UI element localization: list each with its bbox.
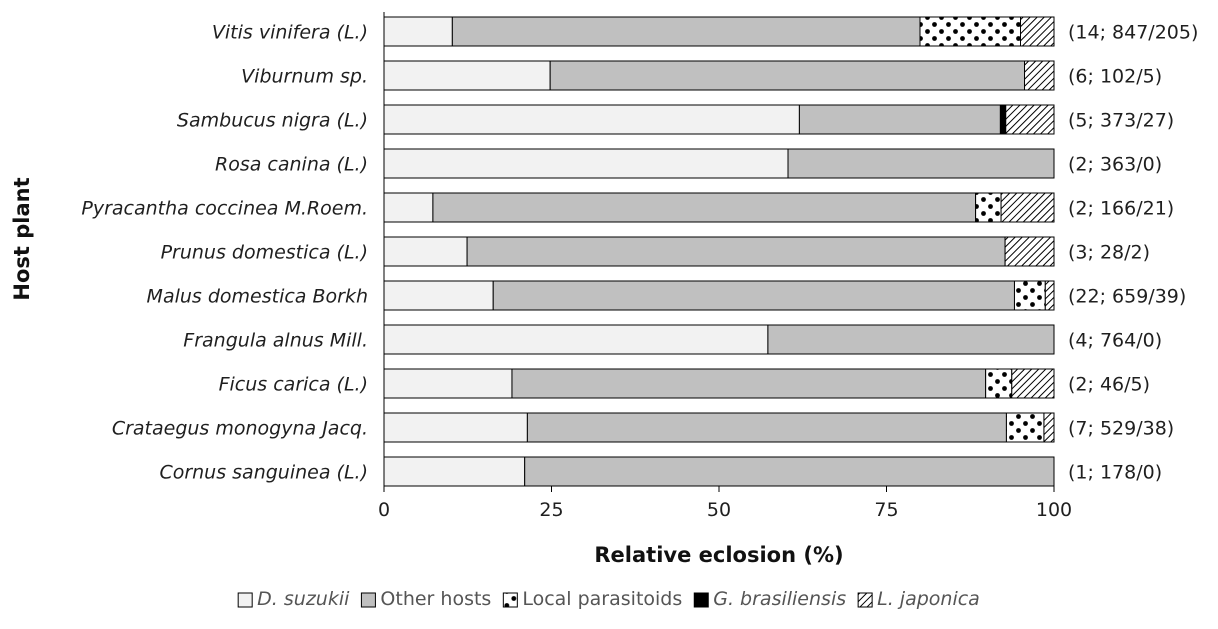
bar-annotation: (7; 529/38) <box>1068 418 1174 440</box>
bar-segment <box>466 236 1006 267</box>
category-label: Crataegus monogyna Jacq. <box>112 418 368 440</box>
bar-segment <box>1043 412 1055 443</box>
bar-annotation: (2; 46/5) <box>1068 374 1150 396</box>
legend-swatch <box>237 592 253 608</box>
bar-segment <box>1005 104 1055 135</box>
bar-segment <box>1044 280 1055 311</box>
bar-segment <box>767 324 1055 355</box>
bar-segment <box>526 412 1007 443</box>
category-label: Ficus carica (L.) <box>219 374 368 396</box>
legend-label: L. japonica <box>877 588 980 610</box>
legend-item: D. suzukii <box>237 588 350 610</box>
bar-segment <box>383 456 526 487</box>
bar-segment <box>383 412 528 443</box>
x-tick-label: 25 <box>539 499 563 521</box>
legend-swatch <box>857 592 873 608</box>
bars-group <box>383 16 1055 487</box>
category-label: Sambucus nigra (L.) <box>177 110 368 132</box>
bar-segment <box>985 368 1013 399</box>
bar-segment <box>383 324 769 355</box>
bar-annotation: (1; 178/0) <box>1068 462 1162 484</box>
x-tick-label: 100 <box>1036 499 1072 521</box>
bar-segment <box>1020 16 1055 47</box>
legend-item: Other hosts <box>360 588 491 610</box>
legend-swatch <box>502 592 518 608</box>
bar-annotation: (2; 363/0) <box>1068 154 1162 176</box>
bar-segment <box>492 280 1015 311</box>
bar-segment <box>1013 280 1046 311</box>
bar-segment <box>383 16 453 47</box>
bar-segment <box>1004 236 1055 267</box>
legend-swatch <box>360 592 376 608</box>
bar-segment <box>975 192 1002 223</box>
category-label: Frangula alnus Mill. <box>183 330 368 352</box>
category-label: Pyracantha coccinea M.Roem. <box>81 198 368 220</box>
bar-segment <box>787 148 1055 179</box>
category-label: Prunus domestica (L.) <box>161 242 368 264</box>
bar-segment <box>383 368 513 399</box>
bar-annotation: (4; 764/0) <box>1068 330 1162 352</box>
category-labels: Vitis vinifera (L.) Viburnum sp. Sambucus … <box>81 22 368 484</box>
legend-label: D. suzukii <box>257 588 350 610</box>
bar-segment <box>1011 368 1055 399</box>
bar-segment <box>1000 192 1055 223</box>
legend-swatch <box>693 592 709 608</box>
bar-segment <box>524 456 1055 487</box>
bar-annotation: (6; 102/5) <box>1068 66 1162 88</box>
bar-segment <box>383 192 434 223</box>
bar-annotation: (2; 166/21) <box>1068 198 1174 220</box>
bar-segment <box>383 236 468 267</box>
legend-label: G. brasiliensis <box>713 588 846 610</box>
legend-item: Local parasitoids <box>502 588 682 610</box>
bar-annotation: (3; 28/2) <box>1068 242 1150 264</box>
legend: D. suzukii Other hosts Local parasitoids G.… <box>237 588 980 610</box>
legend-item: L. japonica <box>857 588 980 610</box>
bar-segment <box>383 104 800 135</box>
x-axis-title: Relative eclosion (%) <box>594 543 843 567</box>
category-label: Malus domestica Borkh <box>147 286 368 308</box>
bar-segment <box>1005 412 1045 443</box>
bar-segment <box>798 104 1001 135</box>
bar-segment <box>549 60 1026 91</box>
y-axis-title: Host plant <box>10 177 34 300</box>
bar-segment <box>919 16 1021 47</box>
legend-item: G. brasiliensis <box>693 588 846 610</box>
category-label: Rosa canina (L.) <box>215 154 368 176</box>
legend-label: Local parasitoids <box>522 588 682 610</box>
x-tick-label: 50 <box>707 499 731 521</box>
x-axis: 0 25 50 75 100 <box>378 12 1072 521</box>
bar-segment <box>383 280 494 311</box>
legend-label: Other hosts <box>380 588 491 610</box>
bar-segment <box>451 16 921 47</box>
bar-annotation: (5; 373/27) <box>1068 110 1174 132</box>
bar-segment <box>1024 60 1055 91</box>
bar-segment <box>511 368 987 399</box>
bar-segment <box>383 60 551 91</box>
category-label: Cornus sanguinea (L.) <box>159 462 368 484</box>
bar-segment <box>999 104 1007 135</box>
bar-annotations: (14; 847/205) (6; 102/5) (5; 373/27) (2; 36… <box>1068 22 1198 484</box>
x-tick-label: 75 <box>874 499 898 521</box>
bar-annotation: (22; 659/39) <box>1068 286 1186 308</box>
bar-segment <box>432 192 977 223</box>
bar-annotation: (14; 847/205) <box>1068 22 1198 44</box>
category-label: Vitis vinifera (L.) <box>212 22 368 44</box>
x-tick-label: 0 <box>378 499 390 521</box>
category-label: Viburnum sp. <box>241 66 368 88</box>
bar-segment <box>383 148 789 179</box>
